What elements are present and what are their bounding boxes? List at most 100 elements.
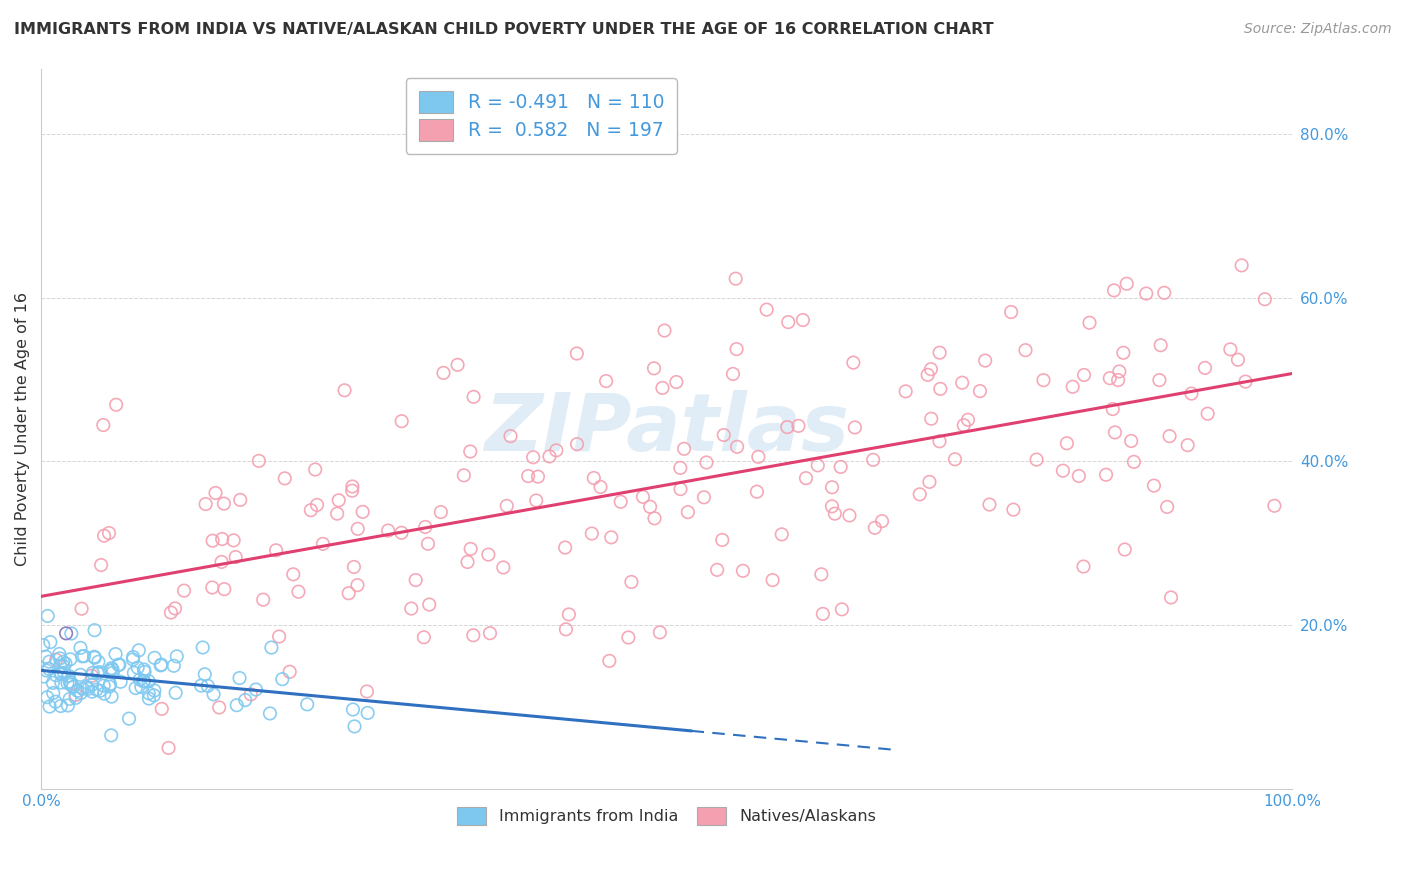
Point <box>65 690 87 705</box>
Point <box>1062 380 1084 394</box>
Point <box>810 567 832 582</box>
Point <box>1234 375 1257 389</box>
Point <box>401 601 423 615</box>
Point <box>463 628 485 642</box>
Point <box>1219 343 1241 357</box>
Point <box>83 624 105 638</box>
Point <box>824 507 846 521</box>
Point <box>343 719 366 733</box>
Point <box>546 443 568 458</box>
Point <box>52 655 75 669</box>
Point <box>76 680 98 694</box>
Point <box>212 497 235 511</box>
Point <box>565 437 588 451</box>
Point <box>56 698 79 713</box>
Point <box>204 486 226 500</box>
Point <box>124 681 146 695</box>
Point <box>1056 436 1078 450</box>
Point <box>620 574 643 589</box>
Point <box>150 702 173 716</box>
Point <box>66 683 89 698</box>
Point <box>969 384 991 398</box>
Point <box>259 706 281 721</box>
Point <box>208 700 231 714</box>
Point <box>1078 316 1101 330</box>
Point <box>706 563 728 577</box>
Point <box>807 458 830 473</box>
Point <box>295 698 318 712</box>
Point <box>287 584 309 599</box>
Point <box>725 440 748 454</box>
Point <box>458 444 481 458</box>
Point <box>1000 305 1022 319</box>
Point <box>870 514 893 528</box>
Point <box>211 532 233 546</box>
Point <box>32 669 55 683</box>
Point <box>138 686 160 700</box>
Point <box>107 657 129 672</box>
Point <box>711 533 734 547</box>
Point <box>51 675 73 690</box>
Point <box>1143 478 1166 492</box>
Point <box>844 420 866 434</box>
Point <box>252 592 274 607</box>
Point <box>69 640 91 655</box>
Point <box>228 671 250 685</box>
Point <box>38 662 60 676</box>
Point <box>42 686 65 700</box>
Point <box>304 462 326 476</box>
Point <box>1107 373 1129 387</box>
Point <box>477 548 499 562</box>
Point <box>1121 434 1143 448</box>
Point <box>104 647 127 661</box>
Point <box>105 398 128 412</box>
Point <box>138 674 160 689</box>
Point <box>59 692 82 706</box>
Point <box>56 676 79 690</box>
Point <box>595 374 617 388</box>
Point <box>1156 500 1178 514</box>
Point <box>391 414 413 428</box>
Point <box>35 664 58 678</box>
Point <box>89 683 111 698</box>
Point <box>755 302 778 317</box>
Point <box>1067 469 1090 483</box>
Point <box>1177 438 1199 452</box>
Point <box>1104 425 1126 440</box>
Point <box>651 381 673 395</box>
Point <box>90 558 112 572</box>
Point <box>100 728 122 742</box>
Point <box>100 690 122 704</box>
Point <box>38 655 60 669</box>
Point <box>648 625 671 640</box>
Point <box>863 521 886 535</box>
Point <box>128 643 150 657</box>
Point <box>122 665 145 680</box>
Point <box>269 630 291 644</box>
Point <box>609 494 631 508</box>
Point <box>343 560 366 574</box>
Point <box>44 695 66 709</box>
Point <box>173 583 195 598</box>
Point <box>225 549 247 564</box>
Point <box>149 658 172 673</box>
Point <box>86 666 108 681</box>
Point <box>979 498 1001 512</box>
Point <box>37 609 59 624</box>
Point <box>214 582 236 596</box>
Y-axis label: Child Poverty Under the Age of 16: Child Poverty Under the Age of 16 <box>15 292 30 566</box>
Point <box>312 537 335 551</box>
Point <box>894 384 917 399</box>
Text: ZIPatlas: ZIPatlas <box>484 390 849 467</box>
Point <box>1025 452 1047 467</box>
Point <box>194 667 217 681</box>
Point <box>72 681 94 696</box>
Point <box>776 420 799 434</box>
Point <box>142 689 165 703</box>
Point <box>59 675 82 690</box>
Point <box>1230 259 1253 273</box>
Text: IMMIGRANTS FROM INDIA VS NATIVE/ALASKAN CHILD POVERTY UNDER THE AGE OF 16 CORREL: IMMIGRANTS FROM INDIA VS NATIVE/ALASKAN … <box>14 22 994 37</box>
Point <box>87 665 110 679</box>
Point <box>305 498 328 512</box>
Point <box>416 537 439 551</box>
